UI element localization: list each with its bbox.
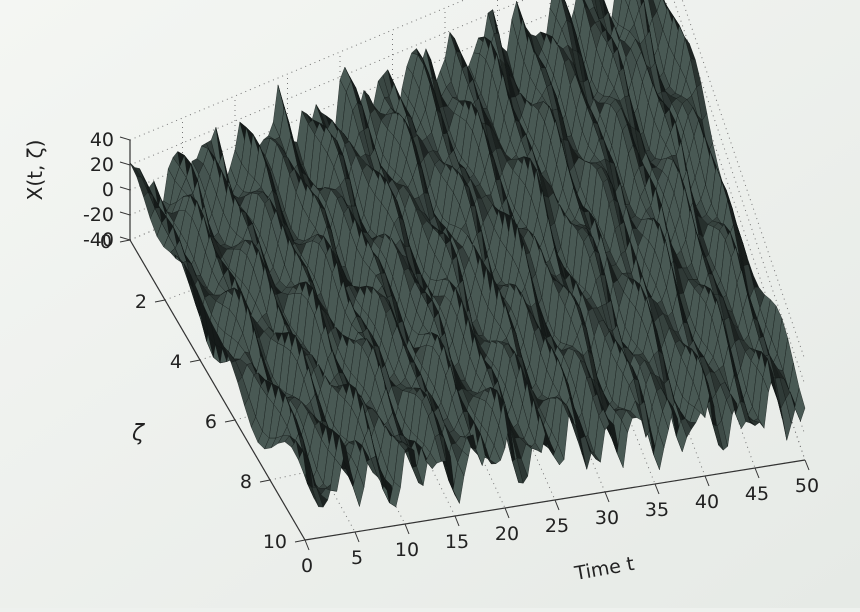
x-tick-label: 10	[395, 539, 419, 561]
x-tick-label: 35	[645, 499, 669, 521]
x-tick-label: 30	[595, 507, 619, 529]
x-tick-label: 5	[351, 547, 363, 569]
z-tick-label: -20	[83, 204, 114, 226]
y-tick-label: 6	[205, 411, 217, 433]
y-tick-label: 10	[263, 531, 287, 553]
z-tick-label: 0	[102, 179, 114, 201]
y-axis-label: ζ	[131, 421, 145, 446]
x-tick-label: 15	[445, 531, 469, 553]
z-tick-label: -40	[83, 229, 114, 251]
z-tick-label: 40	[90, 129, 114, 151]
x-tick-label: 20	[495, 523, 519, 545]
x-tick-label: 0	[301, 555, 313, 577]
x-tick-label: 40	[695, 491, 719, 513]
x-tick-label: 50	[795, 475, 819, 497]
y-tick-label: 2	[135, 291, 147, 313]
z-axis-label: X(t, ζ)	[23, 140, 47, 201]
x-tick-label: 45	[745, 483, 769, 505]
y-tick-label: 8	[240, 471, 252, 493]
y-tick-label: 4	[170, 351, 182, 373]
x-tick-label: 25	[545, 515, 569, 537]
z-tick-label: 20	[90, 154, 114, 176]
